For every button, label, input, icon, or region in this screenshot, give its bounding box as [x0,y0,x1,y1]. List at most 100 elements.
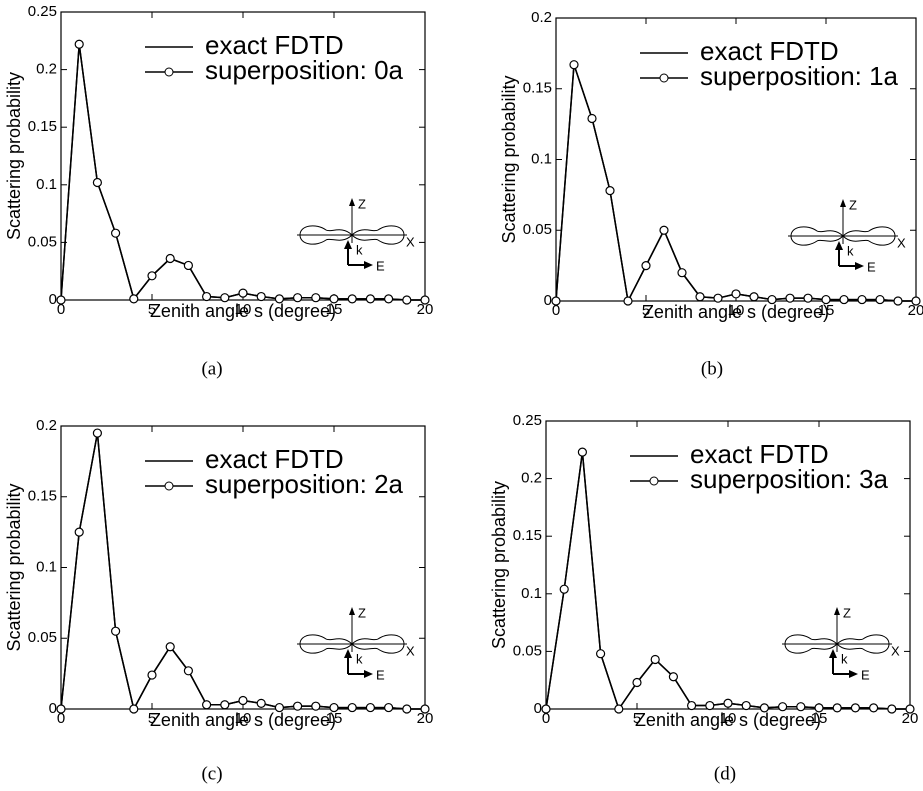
x-tick-label: 10 [728,302,745,319]
legend-label: exact FDTD [690,439,829,469]
y-tick-label: 0.15 [523,80,552,97]
y-tick-label: 0.25 [28,3,57,20]
x-tick-label: 5 [148,301,156,318]
marker [814,703,824,713]
marker [329,294,339,304]
x-tick-label: 15 [811,710,828,727]
y-tick-label: 0.15 [28,488,57,505]
marker [541,704,551,714]
marker [183,666,193,676]
marker [759,703,770,713]
legend-label: exact FDTD [205,444,344,474]
y-tick-label: 0.1 [531,150,552,167]
inset-arrow [835,241,843,250]
y-tick-label: 0.05 [523,221,552,238]
marker [650,654,660,665]
marker [875,294,885,305]
inset-label: X [406,234,415,249]
inset-arrow [834,607,840,615]
inset-label: Z [849,197,857,212]
inset-label: X [891,643,900,658]
marker [74,39,84,49]
marker [220,700,230,710]
marker [551,296,561,306]
x-tick-label: 5 [633,710,641,727]
legend-marker [164,481,174,491]
panel: 0 0.05 0.1 0.15 0.2 0.25 0 5 10 15 20 Zenith angle … [4,3,434,379]
x-tick-label: 20 [902,710,919,727]
x-tick-label: 15 [818,302,835,319]
panel: 0 0.05 0.1 0.15 0.2 0.25 0 5 10 15 20 Zenith angle … [489,412,919,784]
x-tick-label: 0 [57,710,65,727]
inset-label: k [841,651,848,666]
marker [577,447,588,457]
marker [713,293,723,303]
y-axis-label: Scattering probability [499,75,519,243]
inset-lobe [836,634,890,654]
marker [731,289,741,299]
inset-label: Z [843,605,851,620]
marker [256,291,266,302]
x-tick-label: 15 [326,710,343,727]
marker [893,296,903,306]
marker [587,113,597,124]
inset-lobe [351,225,405,245]
caption: (b) [701,358,723,379]
marker [110,626,121,636]
marker [705,700,715,711]
legend-label: exact FDTD [205,30,344,60]
marker [905,704,915,714]
marker [723,698,733,708]
y-tick-label: 0.1 [521,585,542,602]
y-tick-label: 0.05 [28,233,57,250]
y-tick-label: 0.2 [521,470,542,487]
x-tick-label: 5 [642,302,650,319]
x-tick-label: 10 [235,301,252,318]
marker [365,702,375,713]
marker [595,649,606,659]
legend-label: superposition: 3a [690,464,889,494]
y-tick-label: 0.15 [28,118,57,135]
marker [641,261,651,271]
marker [56,704,66,714]
marker [92,428,103,438]
marker [767,294,777,305]
marker [365,294,375,304]
legend-label: exact FDTD [700,36,839,66]
marker [677,268,687,278]
marker [110,228,121,238]
marker [147,670,157,680]
y-axis-label: Scattering probability [4,483,24,651]
legend-marker [649,476,659,486]
inset-label: k [356,242,363,257]
inset-lobe [299,225,353,245]
marker [92,177,103,188]
marker [686,700,697,711]
marker [911,296,921,306]
marker [384,702,394,713]
y-tick-label: 0 [534,700,542,717]
marker [785,293,795,303]
legend-marker [659,73,669,83]
marker [821,294,831,305]
inset-label: k [847,243,854,258]
marker [777,702,788,712]
marker [832,703,842,713]
marker [165,253,175,264]
x-tick-label: 0 [57,301,65,318]
inset-label: Z [358,196,366,211]
marker [420,295,430,305]
legend-label: superposition: 1a [700,61,899,91]
marker [605,186,615,196]
inset-arrow [849,670,858,678]
inset-arrow [364,670,373,678]
x-tick-label: 20 [417,301,434,318]
marker [402,704,412,714]
inset-label: X [406,643,415,658]
marker [632,677,642,688]
marker [220,293,230,303]
inset-arrow [364,261,373,269]
marker [695,292,705,302]
y-tick-label: 0 [544,292,552,309]
